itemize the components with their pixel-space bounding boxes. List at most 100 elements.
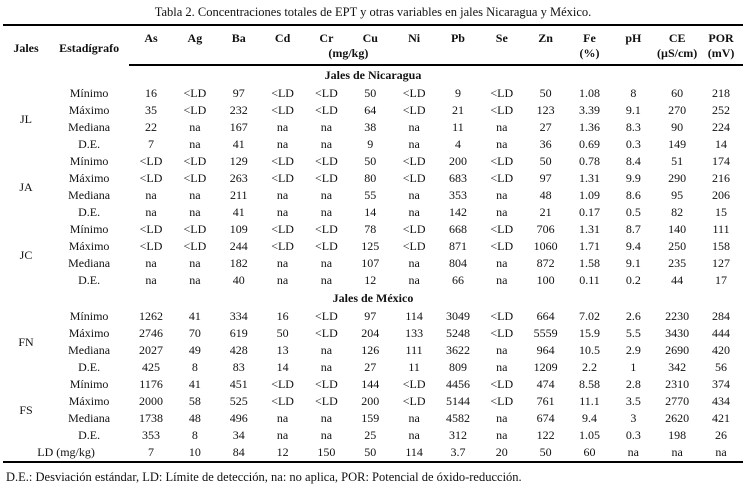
value-cell: na — [145, 256, 157, 270]
value-cell: na — [320, 137, 333, 151]
value-cell: 2.8 — [625, 377, 641, 391]
value-cell: 12 — [276, 445, 289, 459]
value-cell: 56 — [715, 360, 728, 374]
value-cell: 809 — [448, 360, 467, 374]
header-element-pb: Pb — [450, 31, 465, 45]
value-cell: <LD — [315, 86, 338, 100]
value-cell: 674 — [536, 411, 555, 425]
value-cell: 100 — [536, 273, 555, 287]
table-row: Mediana na na 211 na na 55 na 353 na 48 1.09 8.6 95 20… — [3, 187, 743, 204]
value-cell: 284 — [712, 309, 731, 323]
value-cell: <LD — [315, 326, 338, 340]
value-cell: 38 — [364, 120, 377, 134]
value-cell: 8.3 — [625, 120, 641, 134]
header-unit-ce: (µS/cm) — [655, 46, 700, 66]
value-cell: 1.31 — [578, 222, 600, 236]
value-cell: 5248 — [445, 326, 470, 340]
value-cell: 5144 — [445, 394, 470, 408]
value-cell: 421 — [712, 411, 731, 425]
value-cell: 9.9 — [625, 171, 641, 185]
ld-label: LD (mg/kg) — [37, 445, 95, 459]
value-cell: 683 — [448, 171, 467, 185]
value-cell: 9 — [454, 86, 461, 100]
header-por: POR — [708, 31, 734, 45]
value-cell: 1.08 — [578, 86, 600, 100]
value-cell: 11.1 — [579, 394, 600, 408]
value-cell: na — [320, 256, 333, 270]
value-cell: na — [320, 120, 333, 134]
value-cell: 11 — [452, 120, 464, 134]
header-unit-fe: (%) — [567, 46, 612, 66]
value-cell: 1262 — [139, 309, 164, 323]
value-cell: na — [496, 428, 508, 442]
value-cell: 224 — [712, 120, 731, 134]
header-unit-ph-empty — [611, 46, 656, 66]
value-cell: na — [496, 256, 508, 270]
value-cell: 312 — [448, 428, 467, 442]
header-row-symbols: Jales Estadígrafo As Ag Ba Cd Cr Cu Ni P… — [3, 25, 743, 55]
value-cell: 14 — [276, 360, 289, 374]
value-cell: 211 — [229, 188, 248, 202]
value-cell: na — [189, 188, 201, 202]
value-cell: 41 — [232, 137, 245, 151]
table-row: Máximo 2000 58 525 <LD <LD 200 <LD 5144 <LD 761 11.… — [3, 393, 743, 410]
value-cell: na — [408, 188, 420, 202]
value-cell: 1.31 — [578, 171, 600, 185]
value-cell: 36 — [539, 137, 552, 151]
value-cell: 1209 — [533, 360, 558, 374]
value-cell: 1.71 — [578, 239, 600, 253]
stat-label: D.E. — [78, 428, 101, 442]
value-cell: 0.2 — [625, 273, 641, 287]
value-cell: 7.02 — [578, 309, 600, 323]
stat-label: D.E. — [78, 273, 101, 287]
value-cell: <LD — [402, 377, 426, 391]
value-cell: <LD — [490, 171, 514, 185]
value-cell: 3 — [630, 411, 637, 425]
value-cell: 353 — [142, 428, 161, 442]
value-cell: 334 — [229, 309, 248, 323]
value-cell: 668 — [448, 222, 467, 236]
value-cell: na — [276, 137, 289, 151]
value-cell: 25 — [364, 428, 377, 442]
value-cell: 2230 — [665, 309, 690, 323]
table-row: D.E. 7 na 41 na na 9 na 4 na 36 0.69 0.3 149 14 — [3, 136, 743, 153]
value-cell: 11 — [408, 360, 420, 374]
value-cell: 2.2 — [581, 360, 597, 374]
jal-label: JL — [20, 111, 33, 126]
value-cell: 3.5 — [625, 394, 641, 408]
value-cell: <LD — [402, 394, 426, 408]
value-cell: <LD — [490, 239, 514, 253]
value-cell: 5.5 — [625, 326, 641, 340]
value-cell: 664 — [536, 309, 555, 323]
value-cell: 3.7 — [450, 445, 466, 459]
value-cell: na — [189, 273, 201, 287]
value-cell: na — [276, 411, 289, 425]
value-cell: na — [496, 360, 508, 374]
table-row: D.E. na na 41 na na 14 na 142 na 21 0.17 0.5 82 15 — [3, 204, 743, 221]
value-cell: 40 — [232, 273, 245, 287]
table-row: D.E. 353 8 34 na na 25 na 312 na 122 1.05 0.3 198 26 — [3, 427, 743, 444]
value-cell: <LD — [315, 239, 338, 253]
value-cell: 4 — [454, 137, 461, 151]
table-row: Máximo <LD <LD 244 <LD <LD 125 <LD 871 <LD 1060 1.7… — [3, 238, 743, 255]
value-cell: 50 — [539, 86, 552, 100]
value-cell: na — [408, 273, 420, 287]
value-cell: 107 — [361, 256, 380, 270]
stat-label: Máximo — [68, 239, 110, 253]
stat-label: Mediana — [68, 343, 111, 357]
jal-label: JA — [19, 179, 33, 194]
value-cell: 420 — [712, 343, 731, 357]
value-cell: 144 — [361, 377, 380, 391]
value-cell: 804 — [448, 256, 467, 270]
value-cell: 13 — [276, 343, 289, 357]
value-cell: 4456 — [445, 377, 470, 391]
value-cell: 21 — [451, 103, 464, 117]
value-cell: 0.3 — [625, 137, 641, 151]
value-cell: 84 — [232, 445, 245, 459]
header-fe: Fe — [583, 31, 596, 45]
value-cell: 496 — [229, 411, 248, 425]
value-cell: 16 — [145, 86, 158, 100]
value-cell: na — [189, 137, 201, 151]
value-cell: na — [408, 256, 420, 270]
table-row: Mediana 22 na 167 na na 38 na 11 na 27 1.36 8.3 90 224 — [3, 119, 743, 136]
